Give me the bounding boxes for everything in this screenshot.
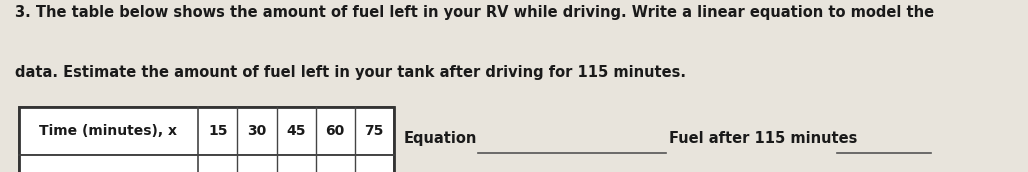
Text: Equation: Equation (404, 131, 477, 146)
Text: 30: 30 (248, 124, 266, 138)
Text: 60: 60 (326, 124, 344, 138)
Text: 15: 15 (209, 124, 227, 138)
Text: 45: 45 (287, 124, 305, 138)
Text: Time (minutes), x: Time (minutes), x (39, 124, 178, 138)
Bar (19, 155, 394, 172)
Text: 75: 75 (365, 124, 383, 138)
Text: Fuel after 115 minutes: Fuel after 115 minutes (669, 131, 857, 146)
Text: 3. The table below shows the amount of fuel left in your RV while driving. Write: 3. The table below shows the amount of f… (15, 5, 934, 20)
Text: data. Estimate the amount of fuel left in your tank after driving for 115 minute: data. Estimate the amount of fuel left i… (15, 65, 687, 80)
Bar (19, 107, 394, 172)
Bar (19, 107, 394, 155)
